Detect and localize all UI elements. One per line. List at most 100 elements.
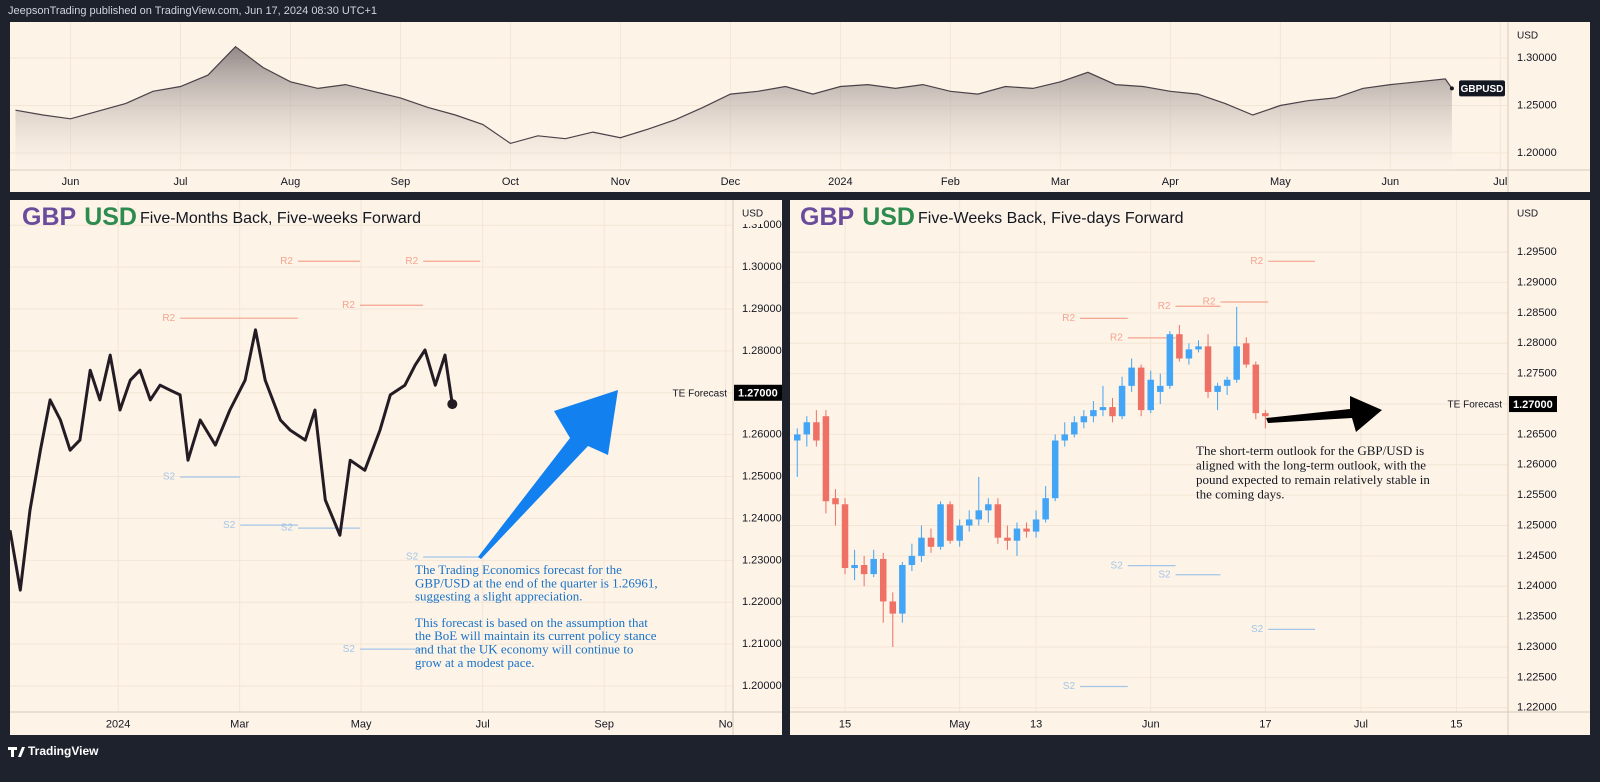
candle-body [1118, 385, 1126, 417]
candle-body [1080, 416, 1088, 423]
candle-body [1042, 498, 1049, 520]
candle-body [851, 565, 858, 569]
candle-body [1243, 343, 1250, 365]
candle-body [994, 504, 1002, 538]
x-tick-label: Nov [611, 176, 631, 188]
candle-body [1099, 407, 1107, 411]
annotation-line: This forecast is based on the assumption… [415, 615, 648, 630]
footer-logo [8, 747, 25, 757]
forecast-value-label: 1.27000 [1513, 399, 1553, 411]
y-tick-label: 1.24000 [1517, 580, 1557, 592]
forecast-value-label: 1.27000 [738, 388, 778, 400]
forecast-arrow [478, 390, 618, 559]
candle-body [918, 537, 925, 556]
y-tick-label: 1.25000 [1517, 519, 1557, 531]
axis-label-box [1510, 24, 1538, 46]
candle-body [1204, 346, 1212, 392]
candle-body [1147, 379, 1154, 411]
candle-body [1157, 385, 1164, 392]
chart-title: GBP USD [800, 203, 915, 231]
line [15, 45, 1453, 145]
chart-subtitle: Five-Months Back, Five-weeks Forward [140, 210, 421, 227]
level-label: S2 [1063, 681, 1076, 692]
symbol-label: GBPUSD [1461, 84, 1504, 95]
forecast-tag [1509, 396, 1557, 413]
x-tick-label: May [1270, 176, 1291, 188]
level-label: R2 [405, 256, 418, 267]
candle-body [1090, 410, 1097, 417]
candle-body [1223, 379, 1231, 386]
y-tick-label: 1.23000 [742, 554, 782, 566]
candle-body [794, 434, 801, 441]
candle-body [1071, 422, 1078, 435]
y-tick-label: 1.26000 [742, 429, 782, 441]
candle-body [1023, 528, 1030, 532]
x-tick-label: Jun [62, 176, 80, 188]
candle-body [822, 416, 830, 502]
x-tick-label: 15 [839, 718, 851, 730]
y-tick-label: 1.22000 [742, 596, 782, 608]
y-tick-label: 1.29000 [742, 303, 782, 315]
y-tick-label: 1.29500 [1517, 246, 1557, 258]
x-tick-label: 13 [1030, 718, 1042, 730]
forecast-tag [734, 384, 782, 401]
candle-body [1051, 440, 1059, 499]
annotation-line: The short-term outlook for the GBP/USD i… [1196, 443, 1424, 458]
title-quote: USD [862, 203, 915, 231]
symbol-tag [1459, 80, 1505, 97]
y-tick-label: 1.25000 [742, 470, 782, 482]
annotation-line: grow at a modest pace. [415, 655, 534, 670]
x-tick-label: 2024 [828, 176, 852, 188]
candle-body [1233, 346, 1240, 380]
x-tick-label: Oct [502, 176, 519, 188]
x-tick-label: Dec [721, 176, 741, 188]
y-tick-label: 1.28000 [1517, 337, 1557, 349]
x-tick-label: Jul [1493, 176, 1507, 188]
candle-body [803, 422, 811, 435]
candle-body [1166, 334, 1174, 386]
level-label: S2 [1158, 569, 1171, 580]
level-label: R2 [342, 300, 355, 311]
area [15, 46, 1452, 171]
y-tick-label: 1.25000 [1517, 99, 1557, 111]
y-tick-label: 1.25500 [1517, 489, 1557, 501]
y-tick-label: 1.27500 [1517, 368, 1557, 380]
level-label: R2 [162, 313, 175, 324]
candle-body [1004, 537, 1011, 541]
level-label: S2 [223, 520, 236, 531]
header: JeepsonTrading published on TradingView.… [8, 5, 377, 17]
x-tick-label: May [351, 718, 372, 730]
annotation-line: aligned with the long-term outlook, with… [1196, 457, 1426, 472]
x-tick-label: 2024 [106, 718, 130, 730]
level-label: S2 [163, 472, 176, 483]
candle-body [870, 558, 877, 575]
annotation-line: GBP/USD at the end of the quarter is 1.2… [415, 575, 658, 590]
x-tick-label: Feb [941, 176, 960, 188]
level-label: R2 [1062, 313, 1075, 324]
y-tick-label: 1.26000 [1517, 459, 1557, 471]
annotation-line: the BoE will maintain its current policy… [415, 628, 657, 643]
y-tick-label: 1.28500 [1517, 307, 1557, 319]
title-base: GBP [800, 203, 854, 231]
forecast-label: TE Forecast [1448, 400, 1503, 411]
candle-body [927, 537, 935, 547]
x-tick-label: 17 [1259, 718, 1271, 730]
candle-body [832, 498, 839, 505]
candle-body [860, 565, 868, 575]
x-tick-label: Jun [1142, 718, 1160, 730]
axis-label: USD [1517, 31, 1538, 42]
chart-panel: 1.22000 1.22500 1.23000 1.23500 1.24000 1.245… [790, 200, 1590, 735]
level-label: S2 [281, 523, 294, 534]
candle-body [1032, 519, 1040, 532]
y-tick-label: 1.30000 [742, 261, 782, 273]
chart-title: GBP USD [22, 203, 137, 231]
x-tick-label: Jul [173, 176, 187, 188]
x-tick-label: Apr [1162, 176, 1179, 188]
y-tick-label: 1.22000 [1517, 702, 1557, 714]
candle-body [1262, 413, 1269, 417]
title-base: GBP [22, 203, 76, 231]
candle-body [1137, 367, 1145, 411]
level-label: R2 [1250, 256, 1263, 267]
level-label: R2 [280, 256, 293, 267]
